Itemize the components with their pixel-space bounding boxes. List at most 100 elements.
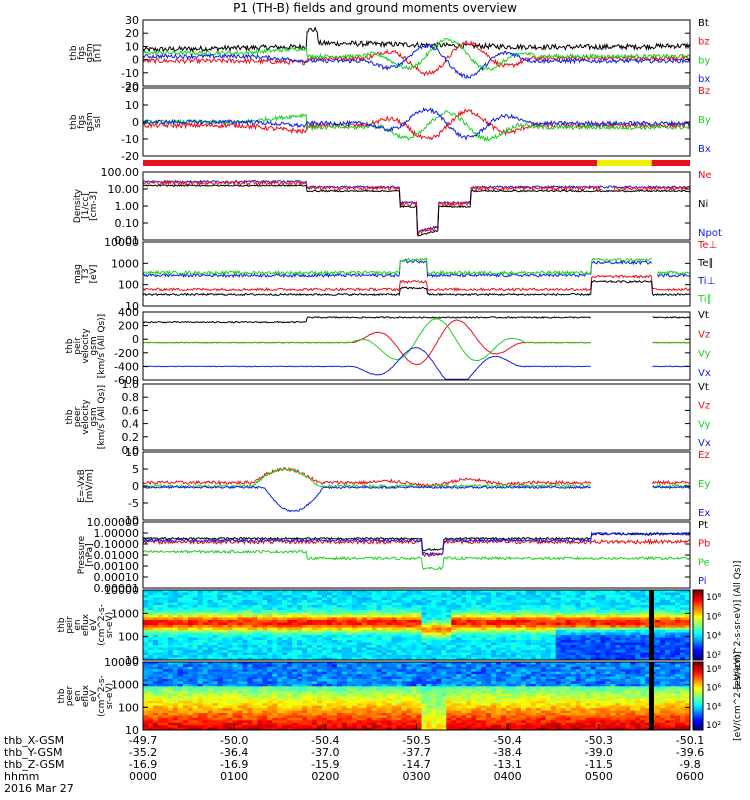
spectrogram-cell — [297, 632, 303, 636]
spectrogram-cell — [202, 627, 209, 631]
spectrogram-cell — [356, 597, 363, 601]
spectrogram-cell — [162, 602, 169, 606]
spectrogram-cell — [312, 676, 318, 680]
spectrogram-cell — [317, 710, 323, 714]
spectrogram-cell — [282, 607, 288, 611]
spectrogram-cell — [376, 725, 383, 728]
spectrogram-cell — [381, 632, 388, 636]
spectrogram-cell — [411, 645, 417, 648]
spectrogram-cell — [257, 652, 263, 656]
spectrogram-cell — [660, 622, 666, 626]
spectrogram-cell — [476, 622, 482, 626]
spectrogram-cell — [396, 686, 403, 690]
spectrogram-cell — [237, 635, 243, 638]
spectrogram-cell — [361, 607, 368, 611]
spectrogram-cell — [356, 666, 363, 670]
spectrogram-cell — [252, 671, 258, 675]
spectrogram-cell — [481, 630, 487, 633]
spectrogram-cell — [605, 622, 611, 626]
spectrogram-cell — [317, 669, 323, 673]
spectrogram-cell — [242, 693, 248, 697]
spectrogram-cell — [148, 647, 154, 651]
spectrogram-cell — [391, 669, 398, 673]
spectrogram-cell — [277, 645, 283, 648]
spectrogram-cell — [307, 686, 313, 690]
spectrogram-cell — [461, 617, 467, 621]
spectrogram-cell — [356, 615, 363, 618]
spectrogram-cell — [670, 615, 676, 618]
spectrogram-cell — [406, 655, 413, 658]
spectrogram-cell — [605, 632, 611, 636]
spectrogram-cell — [257, 590, 263, 593]
trace-ez — [142, 466, 691, 488]
spectrogram-cell — [267, 691, 273, 694]
spectrogram-cell — [192, 627, 199, 631]
spectrogram-cell — [287, 703, 293, 707]
spectrogram-cell — [436, 664, 442, 668]
spectrogram-cell — [446, 617, 452, 621]
spectrogram-cell — [143, 700, 149, 704]
spectrogram-cell — [297, 686, 303, 690]
spectrogram-cell — [172, 632, 179, 636]
spectrogram-cell — [376, 592, 383, 596]
spectrogram-cell — [351, 669, 358, 673]
spectrogram-cell — [411, 615, 417, 618]
spectrogram-cell — [426, 627, 432, 631]
spectrogram-cell — [386, 717, 393, 721]
spectrogram-cell — [307, 607, 313, 611]
spectrogram-cell — [222, 681, 229, 685]
spectrogram-cell — [685, 612, 691, 616]
spectrogram-cell — [332, 650, 338, 653]
spectrogram-cell — [277, 683, 283, 687]
spectrogram-cell — [406, 703, 413, 707]
spectrogram-cell — [292, 720, 298, 724]
spectrogram-cell — [272, 727, 278, 731]
spectrogram-cell — [431, 681, 437, 685]
spectrogram-cell — [540, 635, 547, 638]
spectrogram-cell — [540, 642, 547, 646]
spectrogram-cell — [297, 605, 303, 608]
spectrogram-cell — [277, 600, 283, 603]
spectrogram-cell — [148, 645, 154, 648]
spectrogram-cell — [396, 630, 403, 633]
spectrogram-cell — [327, 632, 333, 636]
spectrogram-cell — [565, 615, 572, 618]
spectrogram-cell — [302, 691, 308, 694]
spectrogram-cell — [317, 630, 323, 633]
spectrogram-cell — [520, 615, 527, 618]
spectrogram-cell — [172, 627, 179, 631]
spectrogram-cell — [177, 696, 184, 699]
spectrogram-cell — [207, 630, 214, 633]
spectrogram-cell — [426, 715, 432, 719]
spectrogram-cell — [182, 645, 189, 648]
spectrogram-cell — [391, 664, 398, 668]
spectrogram-cell — [416, 590, 422, 593]
spectrogram-cell — [376, 674, 383, 677]
spectrogram-cell — [182, 615, 189, 618]
spectrogram-cell — [292, 713, 298, 716]
spectrogram-cell — [491, 612, 497, 616]
spectrogram-cell — [237, 681, 243, 685]
spectrogram-cell — [680, 620, 686, 623]
spectrogram-cell — [501, 650, 507, 653]
spectrogram-cell — [585, 650, 592, 653]
spectrogram-cell — [620, 625, 626, 628]
spectrogram-cell — [396, 652, 403, 656]
spectrogram-cell — [605, 595, 611, 598]
spectrogram-cell — [386, 610, 393, 613]
spectrogram-cell — [501, 595, 507, 598]
spectrogram-cell — [535, 657, 542, 661]
spectrogram-cell — [277, 647, 283, 651]
spectrogram-cell — [257, 705, 263, 709]
spectrogram-cell — [376, 722, 383, 726]
spectrogram-cell — [287, 632, 293, 636]
spectrogram-cell — [530, 600, 537, 603]
spectrogram-cell — [332, 700, 338, 704]
spectrogram-cell — [277, 681, 283, 685]
spectrogram-cell — [197, 647, 204, 651]
spectrogram-cell — [341, 630, 348, 633]
spectrogram-cell — [545, 652, 552, 656]
spectrogram-cell — [351, 617, 358, 621]
spectrogram-cell — [267, 645, 273, 648]
spectrogram-cell — [361, 625, 368, 628]
